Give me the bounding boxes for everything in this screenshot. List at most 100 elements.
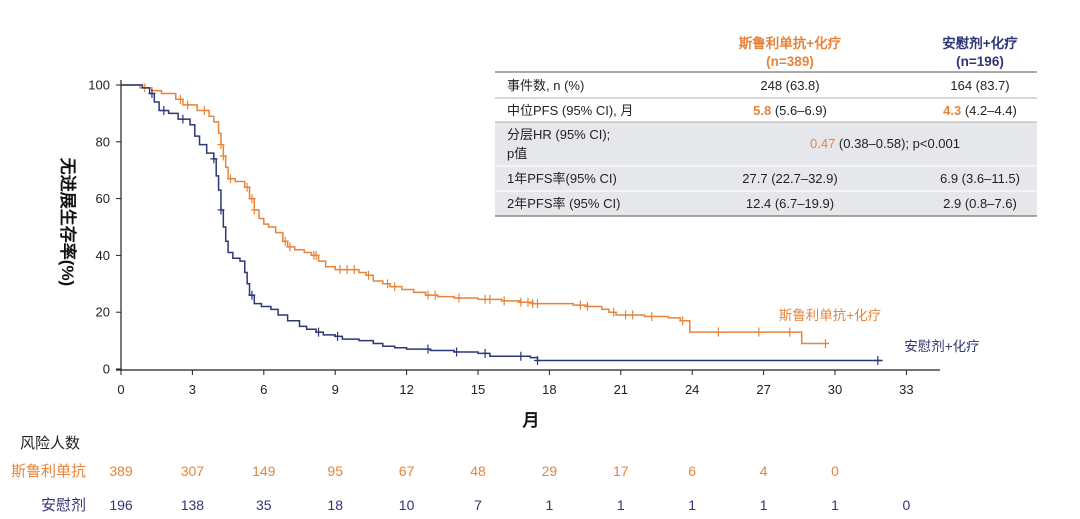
x-tick-label: 9	[332, 382, 339, 397]
at-risk-value: 48	[470, 463, 486, 479]
at-risk-value: 138	[181, 497, 205, 513]
series-label-a: 斯鲁利单抗+化疗	[779, 308, 881, 323]
at-risk-value: 149	[252, 463, 276, 479]
censor-mark	[821, 338, 829, 348]
x-tick-label: 12	[399, 382, 413, 397]
censor-mark	[219, 151, 227, 161]
at-risk-value: 0	[831, 463, 839, 479]
censor-mark	[336, 265, 344, 275]
at-risk-value: 18	[327, 497, 343, 513]
censor-mark	[334, 331, 342, 341]
censor-mark	[610, 307, 618, 317]
x-tick-label: 30	[828, 382, 842, 397]
at-risk-value: 1	[760, 497, 768, 513]
censor-mark	[486, 294, 494, 304]
table-header-a-n: (n=389)	[766, 54, 814, 69]
y-tick-label: 0	[103, 362, 110, 377]
censor-mark	[534, 355, 541, 365]
censor-mark	[786, 327, 794, 337]
censor-mark	[424, 290, 432, 300]
row-hr-value: 0.47 (0.38–0.58); p<0.001	[810, 136, 960, 151]
row-median-b: 4.3 (4.2–4.4)	[943, 103, 1017, 118]
risk-row-label-a: 斯鲁利单抗	[11, 463, 86, 480]
censor-mark	[217, 205, 225, 215]
at-risk-value: 17	[613, 463, 629, 479]
row-events-a: 248 (63.8)	[760, 78, 819, 93]
censor-mark	[714, 327, 722, 337]
censor-mark	[315, 327, 323, 337]
row-hr-label-p: p值	[507, 146, 527, 161]
km-curve-sintilimab	[121, 84, 828, 345]
censor-mark	[248, 290, 256, 300]
at-risk-value: 196	[109, 497, 133, 513]
censor-mark	[481, 348, 489, 358]
at-risk-value: 95	[327, 463, 343, 479]
row-2yr-a: 12.4 (6.7–19.9)	[746, 196, 834, 211]
y-tick-label: 80	[96, 134, 110, 149]
row-1yr-b: 6.9 (3.6–11.5)	[940, 171, 1020, 186]
at-risk-value: 1	[831, 497, 839, 513]
x-tick-label: 0	[117, 382, 124, 397]
at-risk-value: 1	[546, 497, 554, 513]
x-tick-label: 18	[542, 382, 556, 397]
series-label-b: 安慰剂+化疗	[904, 338, 979, 354]
risk-table: 风险人数 斯鲁利单抗 安慰剂 389 307 149 95 67 48 29 17 6 4 0196…	[11, 435, 911, 514]
x-tick-label: 6	[260, 382, 267, 397]
censor-mark	[148, 89, 156, 99]
table-header-b-name: 安慰剂+化疗	[942, 35, 1018, 51]
at-risk-value: 0	[903, 497, 911, 513]
axes	[116, 80, 940, 371]
y-tick-label: 20	[96, 305, 110, 320]
y-tick-label: 100	[88, 78, 110, 93]
at-risk-value: 4	[760, 463, 768, 479]
at-risk-value: 7	[474, 497, 482, 513]
risk-row-label-b: 安慰剂	[41, 496, 86, 514]
row-events-b: 164 (83.7)	[950, 78, 1009, 93]
censor-mark	[343, 265, 351, 275]
x-tick-label: 27	[756, 382, 770, 397]
censor-mark	[431, 290, 439, 300]
km-curves	[121, 83, 883, 365]
censor-mark	[248, 194, 256, 204]
y-tick-label: 60	[96, 191, 110, 206]
x-tick-label: 24	[685, 382, 699, 397]
censor-mark	[679, 316, 687, 326]
summary-table: 斯鲁利单抗+化疗 (n=389) 安慰剂+化疗 (n=196) 事件数, n (…	[495, 35, 1037, 217]
censor-mark	[179, 114, 187, 124]
at-risk-value: 6	[688, 463, 696, 479]
at-risk-value: 35	[256, 497, 272, 513]
y-axis-label: 无进展生存率(%)	[58, 157, 78, 286]
table-header-b-n: (n=196)	[956, 54, 1004, 69]
censor-mark	[629, 310, 637, 320]
y-tick-label: 40	[96, 248, 110, 263]
censor-mark	[455, 293, 463, 303]
censor-mark	[160, 106, 168, 116]
at-risk-value: 10	[399, 497, 415, 513]
table-shade	[495, 122, 1037, 216]
row-2yr-b: 2.9 (0.8–7.6)	[943, 196, 1017, 211]
at-risk-value: 1	[617, 497, 625, 513]
row-2yr-label: 2年PFS率 (95% CI)	[507, 196, 620, 211]
row-1yr-a: 27.7 (22.7–32.9)	[742, 171, 837, 186]
censor-mark	[350, 265, 358, 275]
censor-mark	[453, 347, 461, 357]
ticks: 0 3 6 9 12 15 18 21 24 27 30 33 0 20 40 60 80 100	[88, 78, 913, 398]
censor-mark	[648, 311, 656, 321]
censor-mark	[576, 300, 584, 310]
censor-mark	[286, 242, 294, 252]
table-header-a-name: 斯鲁利单抗+化疗	[739, 35, 842, 51]
censor-mark	[755, 327, 763, 337]
x-tick-label: 21	[614, 382, 628, 397]
censor-mark	[243, 182, 251, 192]
row-median-a: 5.8 (5.6–6.9)	[753, 103, 827, 118]
censor-mark	[184, 100, 192, 110]
censor-mark	[365, 270, 373, 280]
censor-mark	[384, 279, 392, 289]
censor-mark	[874, 355, 882, 365]
censor-mark	[583, 302, 591, 312]
row-1yr-label: 1年PFS率(95% CI)	[507, 171, 617, 186]
censor-mark	[622, 310, 630, 320]
at-risk-value: 67	[399, 463, 415, 479]
row-events-label: 事件数, n (%)	[507, 78, 584, 93]
